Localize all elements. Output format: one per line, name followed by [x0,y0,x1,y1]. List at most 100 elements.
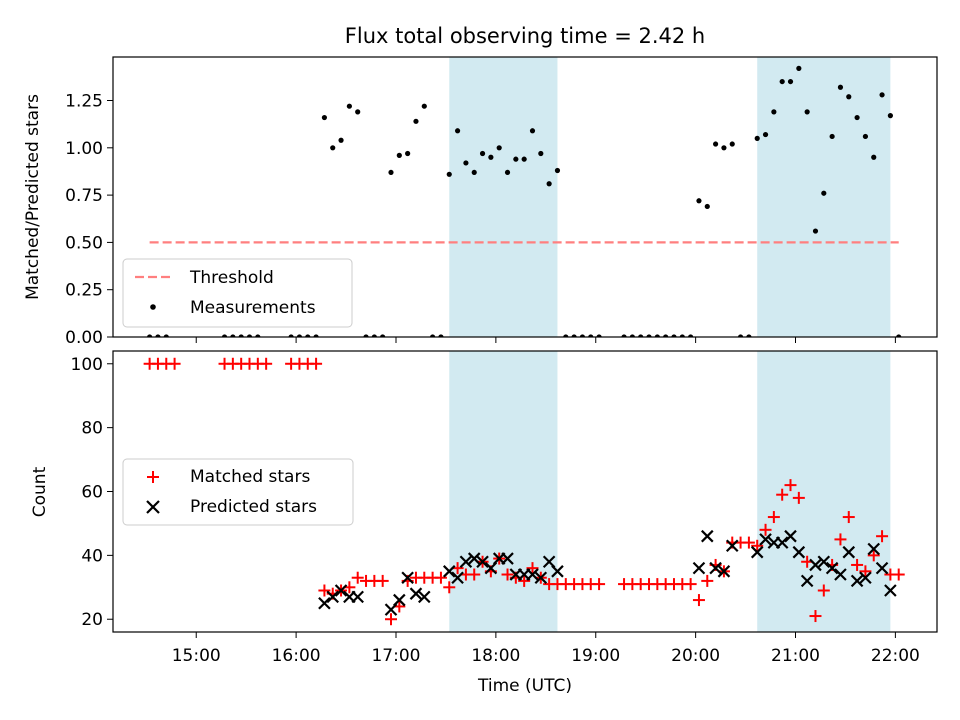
predicted-star-d2 [784,529,797,543]
top-y-axis-label: Matched/Predicted stars [23,94,43,300]
measurement-point [513,156,519,162]
predicted-star-point [759,533,772,546]
predicted-star-d2 [318,596,331,610]
matched-star-point [376,574,389,587]
measurement-point [538,150,544,157]
legend-matched-label: Matched stars [190,467,310,487]
highlight-span-1 [449,57,558,337]
matched-star-point [501,568,514,581]
predicted-star-point [800,574,814,588]
predicted-star-point [784,529,797,543]
predicted-star-d2 [875,561,889,575]
matched-star-point [684,578,697,591]
predicted-star-point [725,539,739,553]
predicted-star-d2 [859,571,872,584]
measurement-point [821,190,827,196]
matched-star-point [310,357,323,370]
matched-star-point [468,568,481,581]
matched-star-point [892,568,905,581]
matched-star-point [842,511,855,524]
predicted-star-point [409,587,423,600]
x-tick-label: 22:00 [871,646,920,666]
measurement-point [754,135,760,141]
predicted-star-point [334,584,348,597]
predicted-star-d2 [501,552,514,565]
predicted-star-d2 [418,590,431,604]
top-frame [112,56,938,338]
x-tick-label: 19:00 [571,646,620,666]
predicted-star-d2 [334,584,348,597]
measurement-point [496,145,502,151]
predicted-star-d2 [717,565,731,578]
top-y-tick-label: 1.25 [65,92,103,112]
bottom-frame [112,350,938,633]
measurement-point [330,145,336,151]
predicted-star-point [476,555,489,569]
measurement-point [346,103,352,109]
predicted-star-d2 [692,561,706,575]
predicted-star-d2 [792,545,806,559]
measurement-point [779,78,785,85]
x-tick-label: 21:00 [771,646,820,666]
predicted-star-point [551,565,564,578]
predicted-star-d2 [534,571,548,584]
measurement-point [762,131,769,138]
top-legend-box [122,258,353,328]
predicted-star-d2 [467,552,481,565]
measurement-point [396,152,402,158]
matched-star-point [526,562,539,575]
matched-star-point [384,613,397,626]
chart-title: Flux total observing time = 2.42 h [345,24,705,48]
measurement-point [338,137,344,143]
measurement-point [837,84,844,90]
measurement-point [546,181,552,187]
predicted-star-point [834,568,847,581]
predicted-star-point [318,596,331,610]
measurement-point [887,113,893,119]
measurement-point [846,94,852,100]
matched-star-point [767,511,780,524]
matched-star-point [742,536,755,549]
measurement-point [554,167,561,174]
matched-star-point [809,610,822,623]
legend-measurements-swatch [150,304,156,310]
matched-star-point [260,357,273,370]
predicted-star-point [442,565,456,578]
predicted-star-d2 [834,568,847,581]
measurement-point [804,109,810,115]
matched-star-point [751,539,764,552]
predicted-star-point [418,590,431,604]
predicted-star-point [501,552,514,565]
predicted-star-point [526,568,539,581]
measurement-point [829,133,835,140]
measurement-point [862,133,869,140]
measurement-point [713,141,719,147]
predicted-star-d2 [351,590,364,604]
legend-threshold-label: Threshold [189,268,274,288]
predicted-star-point [351,590,364,604]
predicted-star-d2 [526,568,539,581]
measurement-point [504,169,511,176]
matched-star-point [834,533,847,546]
predicted-star-point [875,561,889,575]
matched-star-point [792,491,805,504]
predicted-star-d2 [867,542,881,556]
predicted-star-point [326,590,340,604]
matched-star-point [168,357,181,370]
predicted-star-point [859,571,872,584]
measurement-point [696,198,702,204]
bottom-y-tick-label: 20 [81,610,103,630]
predicted-star-point [701,529,714,543]
x-tick-label: 17:00 [371,646,420,666]
measurement-point [488,154,494,160]
matched-star-point [759,523,772,536]
measurement-point [787,78,794,85]
measurement-point [446,171,452,177]
matched-star-point [434,571,447,584]
predicted-star-d2 [542,555,556,569]
top-y-tick-label: 0.75 [65,186,103,206]
predicted-star-point [842,545,856,559]
measurement-point [521,156,527,162]
measurement-point [454,128,461,134]
matched-star-point [593,578,606,591]
